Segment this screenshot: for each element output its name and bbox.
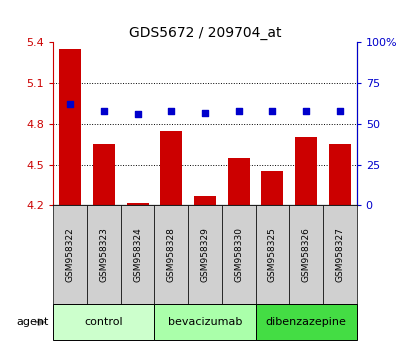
- Text: GSM958323: GSM958323: [99, 227, 108, 282]
- Point: [302, 108, 309, 114]
- Bar: [93, 144, 115, 205]
- Text: GSM958325: GSM958325: [267, 227, 276, 282]
- Bar: [160, 131, 182, 205]
- Text: dibenzazepine: dibenzazepine: [265, 317, 346, 327]
- Text: agent: agent: [17, 317, 49, 327]
- Bar: [126, 202, 148, 205]
- Text: GSM958326: GSM958326: [301, 227, 310, 282]
- Bar: [188, 205, 221, 304]
- Bar: [120, 205, 154, 304]
- Text: GSM958324: GSM958324: [133, 228, 142, 282]
- Legend: transformed count, percentile rank within the sample: transformed count, percentile rank withi…: [44, 352, 253, 354]
- Bar: [53, 205, 87, 304]
- Point: [168, 108, 174, 114]
- Title: GDS5672 / 209704_at: GDS5672 / 209704_at: [128, 26, 281, 40]
- Point: [100, 108, 107, 114]
- Text: control: control: [84, 317, 123, 327]
- Text: GSM958330: GSM958330: [234, 227, 243, 282]
- Bar: [221, 205, 255, 304]
- Point: [235, 108, 241, 114]
- Bar: [154, 304, 255, 340]
- Text: bevacizumab: bevacizumab: [167, 317, 242, 327]
- Point: [336, 108, 342, 114]
- Bar: [154, 205, 188, 304]
- Bar: [87, 205, 120, 304]
- Point: [268, 108, 275, 114]
- Bar: [261, 171, 283, 205]
- Bar: [193, 196, 216, 205]
- Point: [67, 102, 73, 107]
- Bar: [289, 205, 322, 304]
- Point: [201, 110, 208, 115]
- Bar: [255, 205, 289, 304]
- Bar: [294, 137, 316, 205]
- Bar: [255, 304, 356, 340]
- Bar: [59, 49, 81, 205]
- Bar: [53, 304, 154, 340]
- Bar: [322, 205, 356, 304]
- Point: [134, 111, 141, 117]
- Bar: [328, 144, 350, 205]
- Text: GSM958328: GSM958328: [166, 227, 175, 282]
- Text: GSM958329: GSM958329: [200, 227, 209, 282]
- Text: GSM958322: GSM958322: [65, 228, 74, 282]
- Text: GSM958327: GSM958327: [335, 227, 344, 282]
- Bar: [227, 158, 249, 205]
